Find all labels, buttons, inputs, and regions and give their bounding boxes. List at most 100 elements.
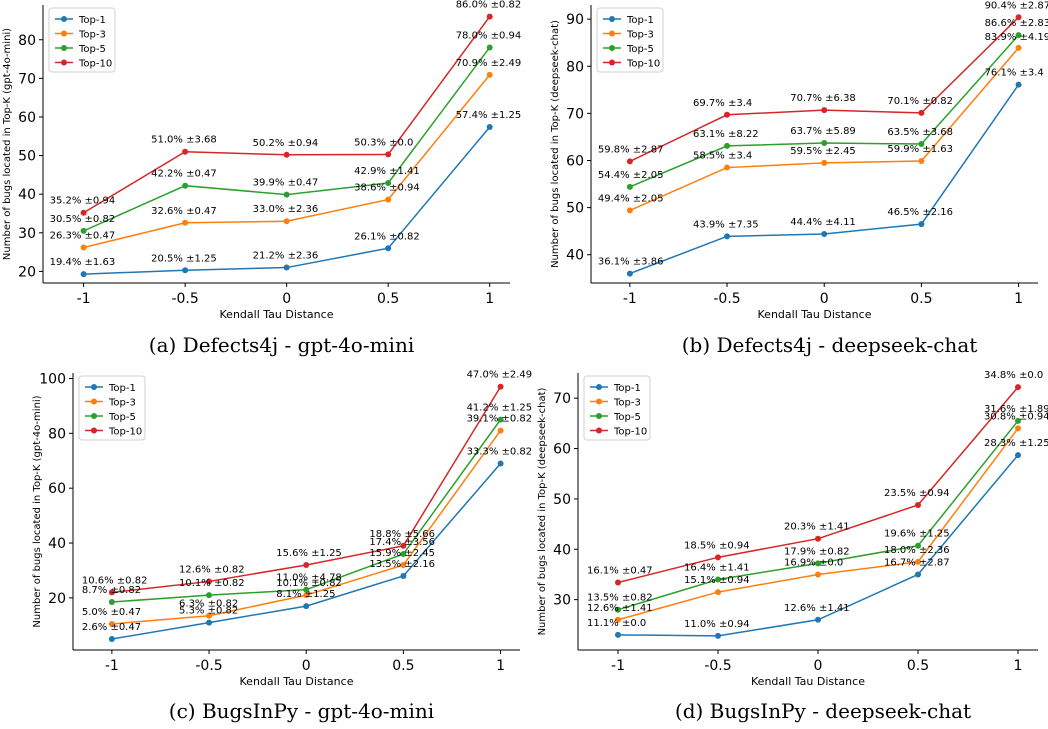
data-point <box>915 558 921 565</box>
data-point <box>815 560 821 567</box>
series-top-5 <box>108 416 504 606</box>
data-point <box>1015 44 1022 51</box>
data-label: 12.6% ±1.41 <box>784 603 850 614</box>
data-point <box>400 572 407 579</box>
data-label: 63.5% ±3.68 <box>887 127 953 138</box>
legend-label: Top-1 <box>613 383 641 394</box>
data-label: 20.5% ±1.25 <box>151 253 217 264</box>
data-label: 70.1% ±0.82 <box>887 96 953 107</box>
data-label: 5.3% ±0.82 <box>179 606 238 617</box>
legend-label: Top-10 <box>613 427 647 438</box>
data-label: 23.5% ±0.94 <box>884 488 950 499</box>
data-point <box>724 142 731 149</box>
data-label: 10.1% ±0.82 <box>276 578 342 589</box>
y-tick-label: 20 <box>18 264 36 280</box>
series-top-1 <box>626 81 1022 277</box>
data-point <box>80 271 87 278</box>
chart-panel-a: 20 30 40 50 60 70 80 -1 -0.5 0 0.5 1 Kendall Tau Dis… <box>2 0 521 357</box>
legend-label: Top-3 <box>626 30 654 41</box>
data-label: 57.4% ±1.25 <box>456 110 522 121</box>
data-label: 38.6% ±0.94 <box>354 183 420 194</box>
data-label: 42.9% ±1.41 <box>354 166 420 177</box>
legend-label: Top-3 <box>108 398 136 409</box>
data-point <box>615 631 621 638</box>
x-tick-label: 0 <box>814 658 823 674</box>
legend-marker <box>609 30 615 37</box>
legend-box <box>78 375 146 441</box>
data-point <box>918 221 925 228</box>
legend-marker <box>91 427 97 434</box>
data-label: 78.0% ±0.94 <box>456 30 522 41</box>
series-top-1 <box>108 460 504 643</box>
legend: Top-1 Top-3 Top-5 Top-10 <box>583 375 651 441</box>
chart-panel-b: 40 50 60 70 80 90 -1 -0.5 0 0.5 1 Kendall Tau Dista… <box>550 0 1048 357</box>
data-point <box>1015 32 1022 39</box>
data-label: 5.0% ±0.47 <box>82 607 141 618</box>
legend-box <box>596 7 664 73</box>
series-line <box>111 386 502 594</box>
chart-panel-d: 30 40 50 60 70 -1 -0.5 0 0.5 1 Kendall Tau Distanc… <box>537 370 1048 723</box>
data-label: 10.1% ±0.82 <box>179 578 245 589</box>
data-label: 28.3% ±1.25 <box>984 438 1048 449</box>
y-tick-label: 90 <box>566 12 584 28</box>
data-point <box>283 218 290 225</box>
data-label: 86.6% ±2.83 <box>985 18 1048 29</box>
data-label: 44.4% ±4.11 <box>790 217 856 228</box>
data-point <box>385 245 392 252</box>
data-label: 76.1% ±3.4 <box>985 68 1044 79</box>
y-tick-label: 30 <box>18 226 36 242</box>
data-label: 33.3% ±0.82 <box>467 447 533 458</box>
data-label: 70.9% ±2.49 <box>456 58 522 69</box>
y-axis-label: Number of bugs located in Top-K (deepsee… <box>537 387 548 635</box>
legend-label: Top-5 <box>613 412 641 423</box>
legend-label: Top-10 <box>626 59 660 70</box>
x-tick-label: 0.5 <box>392 658 414 674</box>
legend-marker <box>609 45 615 51</box>
y-tick-label: 80 <box>48 426 66 442</box>
y-tick-label: 50 <box>566 201 584 217</box>
figure-caption: (c) BugsInPy - gpt-4o-mini <box>169 699 434 723</box>
y-tick-label: 80 <box>18 33 36 49</box>
data-label: 21.2% ±2.36 <box>253 251 319 262</box>
series-top-3 <box>108 427 504 627</box>
x-axis-label: Kendall Tau Distance <box>758 308 872 321</box>
data-label: 15.1% ±0.94 <box>684 575 750 586</box>
legend-label: Top-5 <box>626 44 654 55</box>
x-tick-label: -0.5 <box>704 658 731 674</box>
data-label: 83.9% ±4.19 <box>985 32 1048 43</box>
data-point <box>80 244 87 251</box>
series-top-3 <box>626 44 1022 214</box>
y-tick-label: 60 <box>553 442 571 458</box>
series-top-10 <box>108 383 504 596</box>
data-point <box>815 571 821 578</box>
data-label: 26.3% ±0.47 <box>50 230 116 241</box>
data-point <box>1015 452 1021 459</box>
data-label: 49.4% ±2.05 <box>598 193 664 204</box>
data-point <box>206 578 213 585</box>
data-point <box>715 554 721 561</box>
data-label: 34.8% ±0.0 <box>984 370 1043 381</box>
data-point <box>626 270 633 277</box>
data-point <box>615 606 621 613</box>
legend-marker <box>91 398 97 405</box>
legend-label: Top-3 <box>613 398 641 409</box>
data-point <box>206 592 213 599</box>
series-top-5 <box>626 32 1022 190</box>
y-axis-label: Number of bugs located in Top-K (gpt-4o-… <box>2 28 13 260</box>
data-label: 19.4% ±1.63 <box>50 257 116 268</box>
data-point <box>821 159 828 166</box>
data-label: 43.9% ±7.35 <box>693 219 759 230</box>
legend-label: Top-10 <box>108 427 142 438</box>
data-point <box>724 111 731 118</box>
series-top-1 <box>80 124 493 278</box>
series-top-10 <box>626 14 1022 165</box>
y-tick-label: 50 <box>18 149 36 165</box>
series-line <box>629 16 1020 163</box>
data-point <box>283 191 290 198</box>
data-point <box>385 196 392 203</box>
data-point <box>303 586 310 593</box>
data-point <box>497 416 504 423</box>
data-label: 11.0% ±4.78 <box>276 573 342 584</box>
data-label: 6.3% ±0.82 <box>179 599 238 610</box>
x-tick-label: -0.5 <box>171 291 198 307</box>
